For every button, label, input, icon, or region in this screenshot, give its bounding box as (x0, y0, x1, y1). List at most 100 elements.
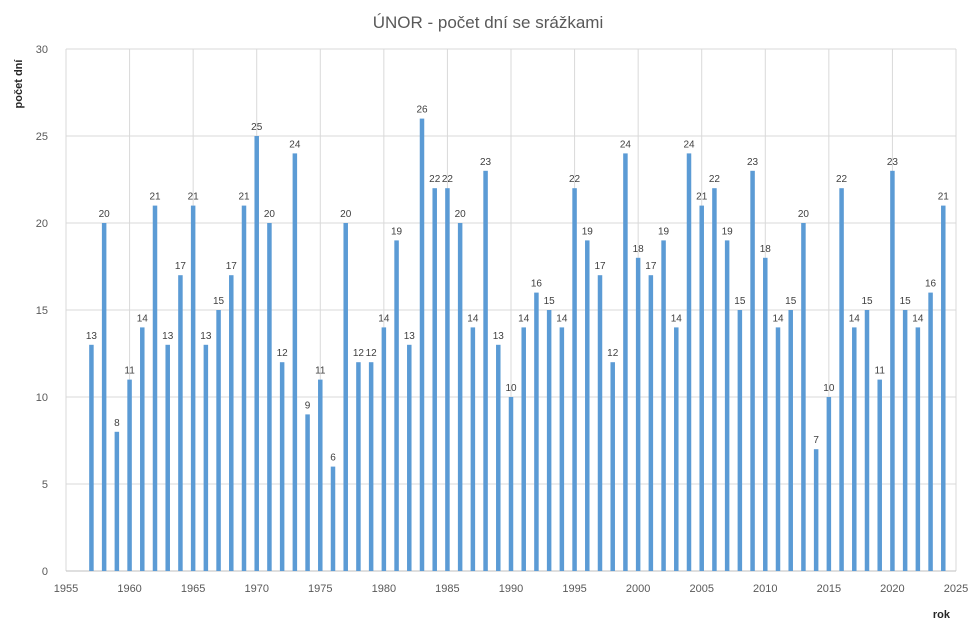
data-label: 20 (264, 209, 276, 220)
bar (890, 170, 895, 572)
bar (674, 327, 679, 571)
bar (343, 223, 348, 571)
data-label: 13 (200, 331, 212, 342)
data-label: 22 (836, 174, 848, 185)
data-label: 24 (620, 139, 632, 150)
bar (470, 327, 476, 571)
bar (229, 275, 234, 571)
x-tick-label: 1965 (181, 583, 205, 595)
data-label: 20 (455, 209, 467, 220)
data-label: 18 (633, 244, 645, 255)
bar (864, 310, 870, 571)
data-label: 20 (340, 209, 352, 220)
x-tick-label: 1960 (117, 583, 141, 595)
bar (801, 223, 806, 571)
bar (813, 449, 819, 571)
data-label: 19 (658, 226, 670, 237)
data-label: 22 (442, 174, 454, 185)
bar (267, 223, 272, 571)
data-label: 8 (114, 418, 120, 429)
bar (826, 397, 832, 571)
data-label: 13 (162, 331, 174, 342)
bar (432, 188, 437, 571)
bar (737, 310, 743, 571)
bar (496, 344, 501, 571)
bar (152, 205, 158, 571)
y-tick-label: 5 (42, 479, 48, 491)
data-label: 13 (493, 331, 505, 342)
bar (305, 414, 310, 571)
bar (368, 362, 374, 571)
x-axis-title: rok (933, 609, 951, 621)
bar (140, 327, 145, 571)
bar (419, 118, 425, 571)
x-tick-label: 1975 (308, 583, 332, 595)
bar (623, 153, 628, 571)
x-tick-label: 2020 (880, 583, 904, 595)
data-label: 25 (251, 122, 263, 133)
bar (546, 310, 552, 571)
data-label: 15 (213, 296, 225, 307)
data-label: 15 (544, 296, 556, 307)
data-label: 23 (747, 157, 759, 168)
bar (457, 223, 463, 571)
bar (915, 327, 921, 571)
bar (763, 257, 768, 571)
data-label: 26 (416, 105, 428, 116)
y-tick-label: 25 (36, 131, 48, 143)
data-label: 6 (330, 453, 336, 464)
bar (254, 136, 259, 571)
data-label: 14 (912, 313, 924, 324)
bar (597, 275, 603, 571)
data-label: 12 (353, 348, 365, 359)
x-tick-label: 2000 (626, 583, 650, 595)
bars (89, 118, 946, 572)
bar (788, 310, 793, 571)
data-label: 9 (305, 400, 311, 411)
bar (190, 205, 196, 571)
bar (101, 223, 107, 571)
data-label: 20 (99, 209, 111, 220)
bar (216, 310, 221, 571)
bar (852, 327, 857, 571)
x-tick-label: 1985 (435, 583, 459, 595)
bar (127, 379, 132, 571)
bar (203, 344, 209, 571)
bar (775, 327, 781, 571)
data-label: 10 (823, 383, 835, 394)
chart-title: ÚNOR - počet dní se srážkami (373, 13, 604, 32)
bar (445, 188, 450, 571)
data-label: 17 (175, 261, 187, 272)
bar (712, 188, 717, 571)
data-label: 14 (137, 313, 149, 324)
bar (381, 327, 387, 571)
data-label: 21 (149, 192, 161, 203)
bar (724, 240, 730, 571)
data-label: 19 (722, 226, 734, 237)
data-label: 11 (875, 366, 886, 377)
bar (699, 205, 704, 571)
data-label: 24 (289, 139, 301, 150)
data-label: 19 (582, 226, 594, 237)
data-label: 16 (925, 279, 937, 290)
data-label: 23 (480, 157, 492, 168)
bar (356, 362, 361, 571)
data-label: 12 (277, 348, 289, 359)
data-label: 17 (645, 261, 657, 272)
data-label: 14 (467, 313, 479, 324)
bar (585, 240, 590, 571)
y-tick-label: 20 (36, 218, 48, 230)
data-label: 13 (404, 331, 416, 342)
bar (89, 344, 94, 571)
data-label: 16 (531, 279, 543, 290)
bar (635, 257, 641, 571)
data-label: 21 (938, 192, 950, 203)
data-label: 23 (887, 157, 899, 168)
data-label: 20 (798, 209, 810, 220)
data-label: 18 (760, 244, 772, 255)
data-label: 14 (556, 313, 568, 324)
y-axis-title: počet dní (13, 59, 25, 109)
data-label: 12 (607, 348, 619, 359)
